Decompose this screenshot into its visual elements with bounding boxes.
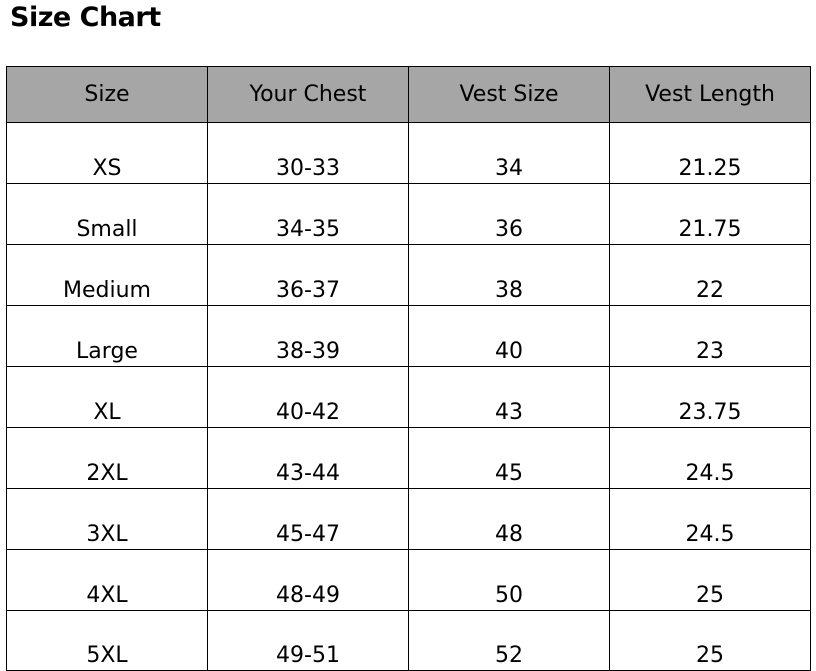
cell-vest-size: 38 <box>408 244 610 306</box>
cell-size: Medium <box>6 244 208 306</box>
cell-vest-size: 50 <box>408 549 610 611</box>
cell-vest-size: 45 <box>408 427 610 489</box>
cell-chest: 38-39 <box>207 305 409 367</box>
cell-size: XL <box>6 366 208 428</box>
table-row: XL 40-42 43 23.75 <box>6 366 811 428</box>
cell-vest-length: 24.5 <box>609 488 811 550</box>
cell-chest: 30-33 <box>207 122 409 184</box>
page-title: Size Chart <box>10 2 161 33</box>
cell-chest: 34-35 <box>207 183 409 245</box>
cell-vest-length: 21.75 <box>609 183 811 245</box>
cell-size: 3XL <box>6 488 208 550</box>
cell-size: Small <box>6 183 208 245</box>
cell-chest: 45-47 <box>207 488 409 550</box>
cell-size: XS <box>6 122 208 184</box>
cell-vest-length: 23 <box>609 305 811 367</box>
table-row: Small 34-35 36 21.75 <box>6 183 811 245</box>
cell-vest-size: 36 <box>408 183 610 245</box>
cell-size: Large <box>6 305 208 367</box>
header-vest-length: Vest Length <box>609 66 811 123</box>
cell-chest: 48-49 <box>207 549 409 611</box>
header-size: Size <box>6 66 208 123</box>
cell-vest-length: 21.25 <box>609 122 811 184</box>
cell-vest-size: 40 <box>408 305 610 367</box>
table-row: Medium 36-37 38 22 <box>6 244 811 306</box>
header-your-chest: Your Chest <box>207 66 409 123</box>
cell-chest: 40-42 <box>207 366 409 428</box>
cell-size: 4XL <box>6 549 208 611</box>
cell-vest-size: 48 <box>408 488 610 550</box>
cell-vest-size: 43 <box>408 366 610 428</box>
cell-vest-length: 23.75 <box>609 366 811 428</box>
table-row: XS 30-33 34 21.25 <box>6 122 811 184</box>
table-row: Large 38-39 40 23 <box>6 305 811 367</box>
table-row: 3XL 45-47 48 24.5 <box>6 488 811 550</box>
cell-vest-length: 25 <box>609 549 811 611</box>
cell-chest: 36-37 <box>207 244 409 306</box>
header-vest-size: Vest Size <box>408 66 610 123</box>
cell-chest: 43-44 <box>207 427 409 489</box>
cell-vest-length: 24.5 <box>609 427 811 489</box>
cell-size: 2XL <box>6 427 208 489</box>
table-row: 4XL 48-49 50 25 <box>6 549 811 611</box>
cell-vest-size: 34 <box>408 122 610 184</box>
cell-vest-length: 22 <box>609 244 811 306</box>
header-row: Size Your Chest Vest Size Vest Length <box>6 66 811 123</box>
size-chart-table: Size Your Chest Vest Size Vest Length XS… <box>6 66 811 671</box>
table-row: 2XL 43-44 45 24.5 <box>6 427 811 489</box>
